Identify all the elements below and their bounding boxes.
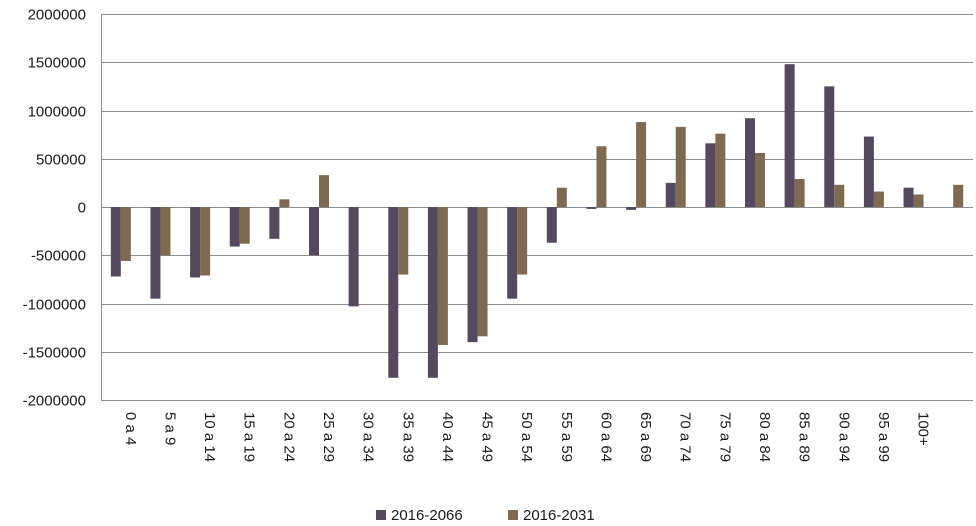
bar-series1 [824,86,835,207]
legend: 2016-2066 2016-2031 [376,507,595,524]
bar-series1 [427,207,438,378]
bar-series1 [348,207,359,307]
bar-series1 [388,207,399,378]
bar-series2 [239,207,250,244]
bar-series2 [477,207,488,337]
bar-series1 [863,136,874,207]
x-tick-label: 95 a 99 [875,412,892,462]
x-axis-ticks: 0 a 4 5 a 9 10 a 14 15 a 19 20 a 24 25 a 29 30… [122,412,932,462]
x-tick-label: 45 a 49 [479,412,496,462]
bar-series1 [705,143,716,207]
x-tick-label: 90 a 94 [835,412,852,462]
x-tick-label: 75 a 79 [716,412,733,462]
x-tick-label: 80 a 84 [756,412,773,462]
legend-label: 2016-2031 [523,507,595,524]
x-tick-label: 30 a 34 [360,412,377,462]
bar-series1 [190,207,201,278]
x-tick-label: 65 a 69 [637,412,654,462]
bar-series1 [269,207,280,239]
bar-series2 [200,207,211,276]
bar-series1 [229,207,240,247]
x-tick-label: 85 a 89 [796,412,813,462]
bar-series1 [903,187,914,207]
bar-series2 [873,191,884,207]
bar-series2 [160,207,171,256]
y-tick-label: 2000000 [28,7,86,24]
bar-series1 [467,207,478,343]
bar-series1 [626,207,637,210]
x-tick-label: 70 a 74 [677,412,694,462]
y-tick-label: 0 [78,200,86,217]
bar-series2 [794,179,805,207]
bar-series2 [279,199,290,207]
bar-series1 [150,207,161,299]
bars [110,64,964,378]
bar-series2 [517,207,528,275]
y-tick-label: 500000 [36,152,86,169]
legend-label: 2016-2066 [391,507,463,524]
y-tick-label: -1500000 [23,345,86,362]
x-tick-label: 15 a 19 [241,412,258,462]
y-tick-label: -500000 [31,248,86,265]
y-tick-label: -1000000 [23,297,86,314]
x-tick-label: 10 a 14 [201,412,218,462]
x-tick-label: 60 a 64 [597,412,614,462]
bar-series1 [784,64,795,208]
bar-series2 [715,133,726,207]
x-tick-label: 5 a 9 [161,412,178,445]
bar-series2 [596,146,607,207]
y-tick-label: 1500000 [28,55,86,72]
y-axis-ticks: -2000000 -1500000 -1000000 -500000 0 500000 10… [23,7,86,410]
bar-series1 [745,118,755,207]
bar-series2 [913,194,924,207]
bar-series2 [755,152,765,207]
x-tick-label: 0 a 4 [122,412,139,445]
bar-series2 [953,184,964,207]
bar-series2 [556,187,567,207]
x-tick-label: 20 a 24 [280,412,297,462]
bar-series2 [398,207,409,275]
legend-swatch [376,510,386,520]
bar-series2 [120,207,131,262]
bar-series2 [636,122,647,207]
x-tick-label: 100+ [915,412,932,446]
x-tick-label: 35 a 39 [399,412,416,462]
bar-series1 [586,207,597,209]
y-tick-label: 1000000 [28,104,86,121]
bar-series2 [319,175,329,207]
bar-series1 [546,207,557,243]
y-tick-label: -2000000 [23,393,86,410]
x-tick-label: 50 a 54 [518,412,535,462]
bar-series2 [437,207,448,345]
legend-swatch [508,510,518,520]
bar-series1 [507,207,518,299]
bar-series1 [110,207,121,277]
x-tick-label: 40 a 44 [439,412,456,462]
bar-series2 [675,126,686,207]
x-tick-label: 55 a 59 [558,412,575,462]
bar-series1 [665,182,676,207]
bar-series1 [309,207,319,256]
x-tick-label: 25 a 29 [320,412,337,462]
bar-series2 [834,184,845,207]
